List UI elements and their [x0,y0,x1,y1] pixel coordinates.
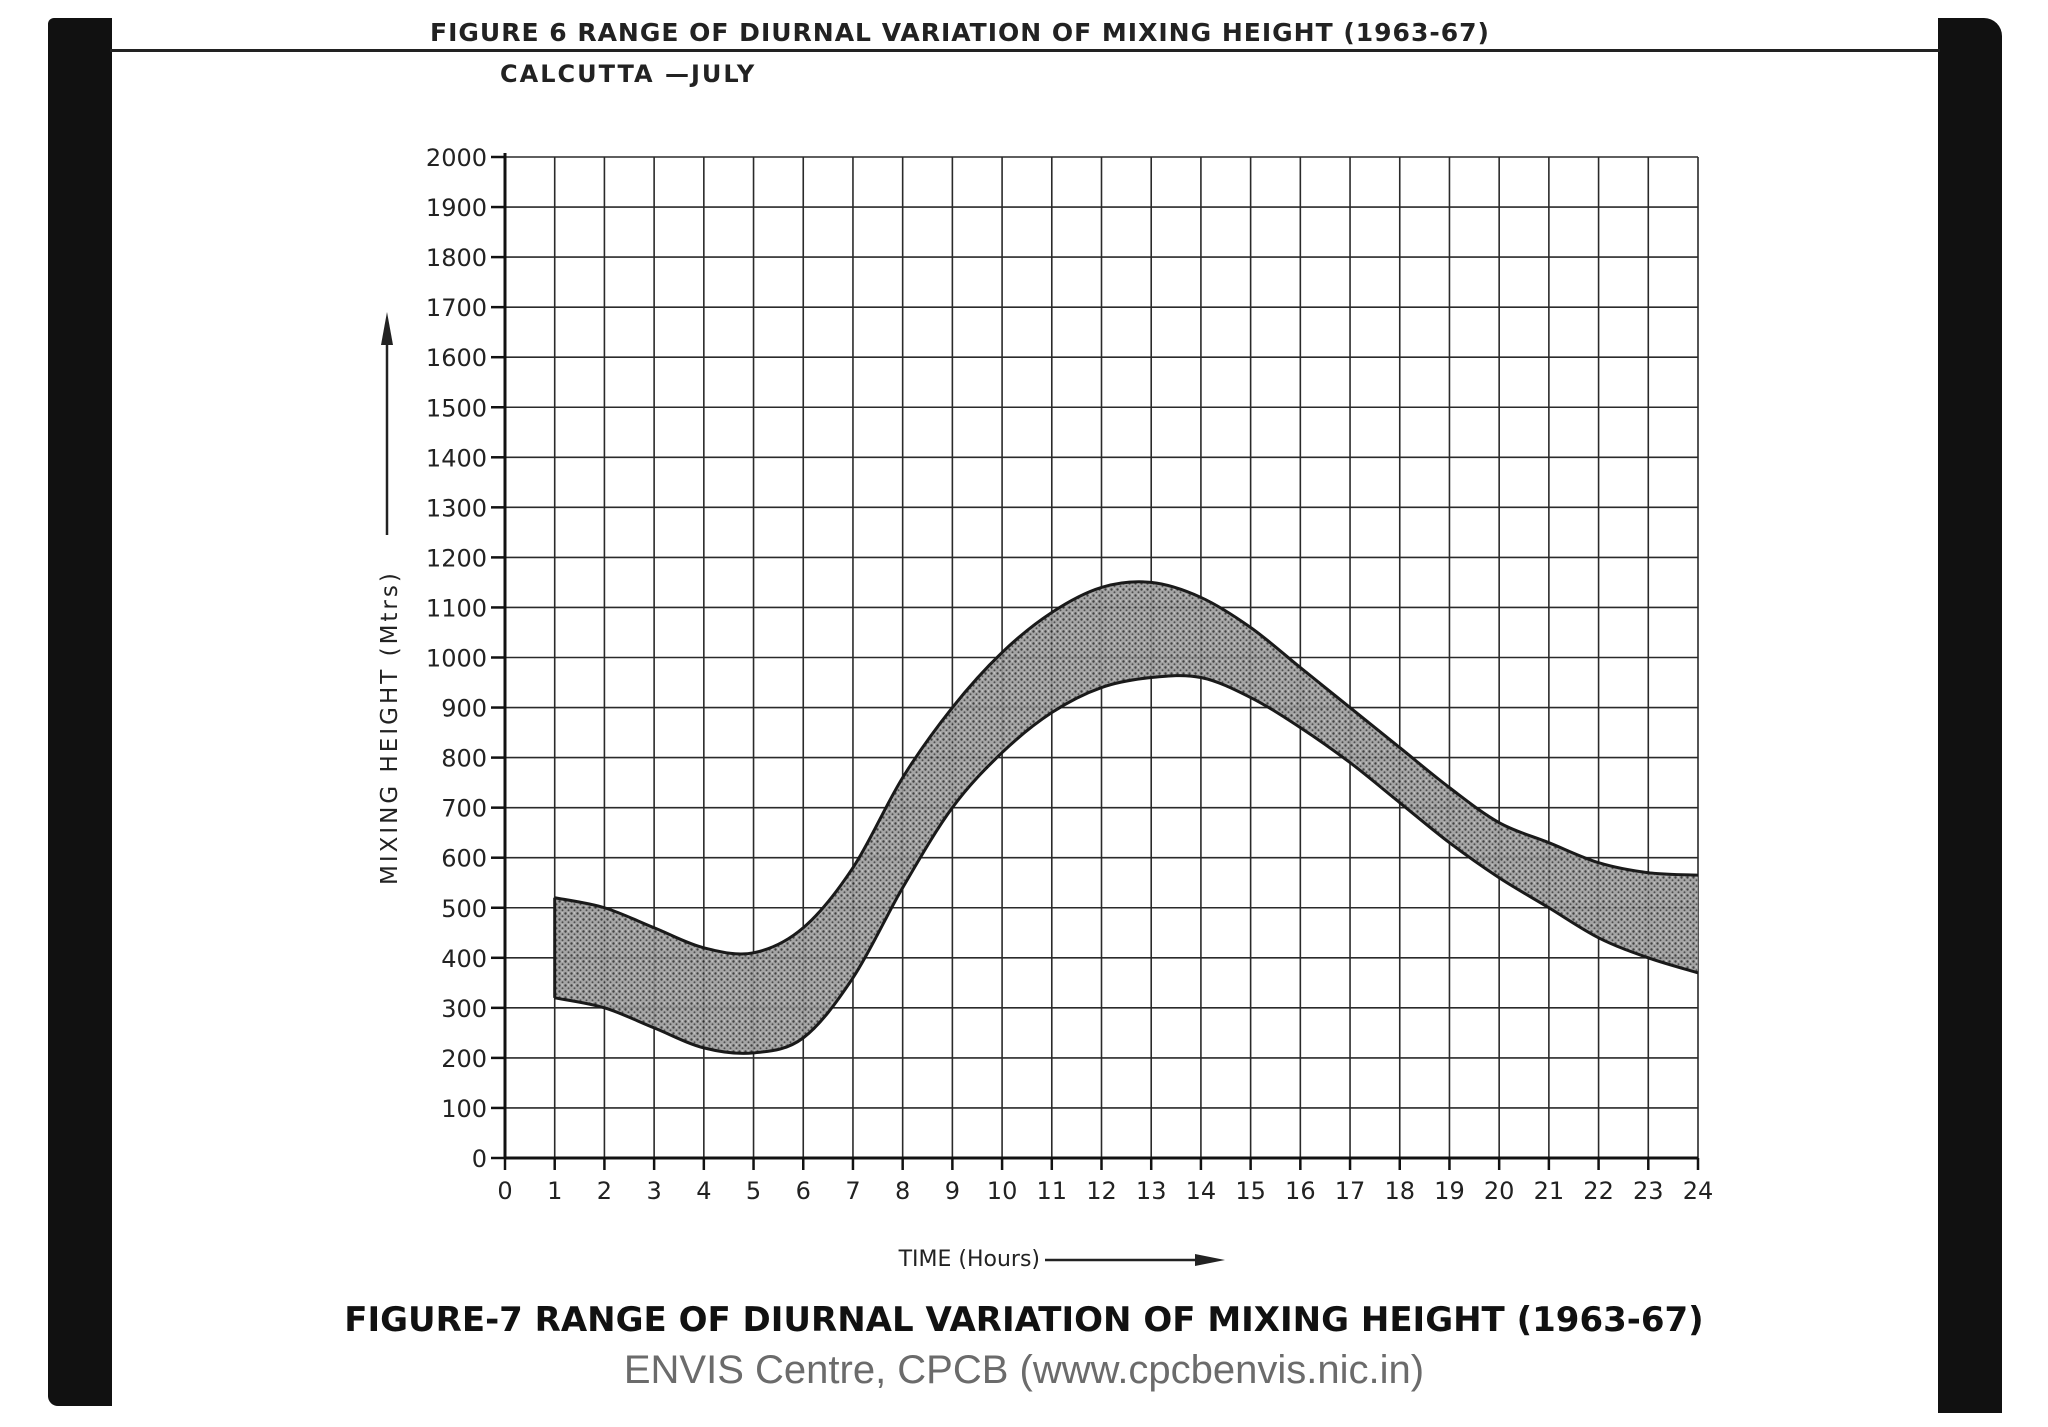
y-tick-label: 0 [472,1145,487,1173]
y-tick-label: 2000 [426,144,487,172]
figure-caption: FIGURE-7 RANGE OF DIURNAL VARIATION OF M… [344,1300,1704,1340]
x-tick-label: 12 [1086,1177,1117,1205]
x-tick-label: 9 [945,1177,960,1205]
x-tick-label: 15 [1235,1177,1266,1205]
y-tick-label: 100 [441,1095,487,1123]
x-tick-label: 7 [845,1177,860,1205]
page-top-title: FIGURE 6 RANGE OF DIURNAL VARIATION OF M… [430,18,1490,47]
x-tick-label: 21 [1534,1177,1565,1205]
scan-border-right [1938,18,2002,1413]
x-tick-label: 6 [796,1177,811,1205]
y-tick-label: 200 [441,1045,487,1073]
x-tick-label: 2 [597,1177,612,1205]
y-tick-label: 1300 [426,494,487,522]
x-tick-label: 22 [1583,1177,1614,1205]
x-tick-label: 10 [987,1177,1018,1205]
axes [491,153,1700,1170]
y-tick-labels: 0 100 200 300 400 500 600 700 800 900 1000 1100 1200… [426,144,487,1173]
y-axis-title: MIXING HEIGHT (Mtrs) [377,570,403,885]
range-band-fill [554,581,1699,1054]
x-tick-label: 5 [746,1177,761,1205]
y-tick-label: 1500 [426,394,487,422]
x-tick-label: 1 [547,1177,562,1205]
y-tick-label: 500 [441,895,487,923]
y-tick-label: 1800 [426,244,487,272]
x-axis-arrow-head [1195,1254,1225,1266]
scan-border-left [48,18,112,1406]
y-tick-label: 1200 [426,544,487,572]
y-tick-label: 700 [441,795,487,823]
y-tick-label: 300 [441,995,487,1023]
x-tick-label: 0 [497,1177,512,1205]
y-tick-label: 800 [441,745,487,773]
range-band [553,580,1699,1055]
y-tick-label: 400 [441,945,487,973]
x-tick-labels: 0 1 2 3 4 5 6 7 8 9 10 11 12 13 14 15 16 17 18 19 20 21 22 23 24 [497,1177,1713,1205]
x-tick-label: 18 [1384,1177,1415,1205]
page-subtitle: CALCUTTA —JULY [500,60,757,88]
y-tick-label: 1900 [426,194,487,222]
y-tick-label: 600 [441,845,487,873]
y-tick-label: 1400 [426,444,487,472]
y-tick-label: 1600 [426,344,487,372]
lower-bound-line [554,674,1699,1055]
x-axis-title: TIME (Hours) [898,1247,1040,1272]
x-tick-label: 13 [1136,1177,1167,1205]
x-tick-label: 17 [1335,1177,1366,1205]
y-tick-label: 900 [441,695,487,723]
y-tick-label: 1000 [426,645,487,673]
x-tick-label: 11 [1037,1177,1068,1205]
x-tick-label: 4 [696,1177,711,1205]
y-tick-label: 1700 [426,294,487,322]
x-tick-label: 24 [1683,1177,1714,1205]
x-tick-label: 19 [1434,1177,1465,1205]
upper-bound-line [554,580,1699,956]
x-tick-label: 16 [1285,1177,1316,1205]
axis-titles: TIME (Hours) MIXING HEIGHT (Mtrs) [377,312,1225,1272]
x-tick-label: 23 [1633,1177,1664,1205]
credit-line: ENVIS Centre, CPCB (www.cpcbenvis.nic.in… [623,1348,1425,1392]
y-axis-arrow-head [381,312,393,345]
y-tick-label: 1100 [426,594,487,622]
x-tick-label: 8 [895,1177,910,1205]
x-tick-label: 14 [1186,1177,1217,1205]
top-rule [110,49,1940,52]
x-tick-label: 20 [1484,1177,1515,1205]
x-tick-label: 3 [646,1177,661,1205]
